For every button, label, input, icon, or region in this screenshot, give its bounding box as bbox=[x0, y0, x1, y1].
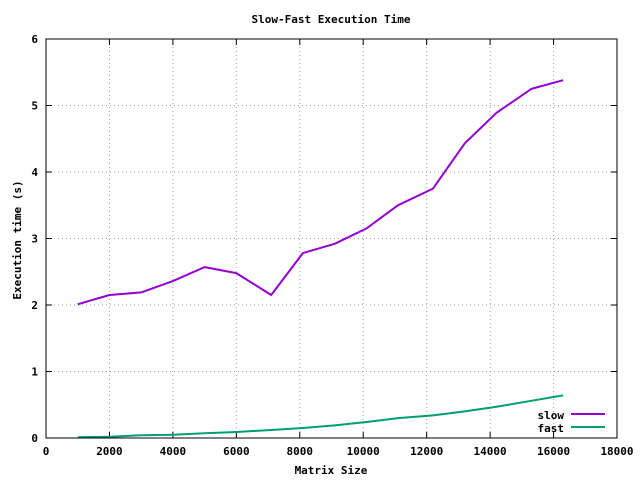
axis-ticks: 0 2000 4000 6000 8000 10000 12000 14000 16000 180… bbox=[31, 33, 633, 458]
y-tick-label: 3 bbox=[31, 233, 38, 246]
y-tick-label: 4 bbox=[31, 166, 38, 179]
x-tick-label: 6000 bbox=[223, 445, 250, 458]
legend-label-fast: fast bbox=[538, 422, 565, 435]
y-tick-label: 0 bbox=[31, 432, 38, 445]
legend: slow fast bbox=[538, 409, 605, 435]
plot-frame bbox=[45, 38, 618, 439]
x-axis-label: Matrix Size bbox=[295, 464, 368, 477]
x-tick-label: 16000 bbox=[537, 445, 570, 458]
x-tick-label: 0 bbox=[43, 445, 50, 458]
y-axis-label: Execution time (s) bbox=[11, 180, 24, 299]
series-line-slow bbox=[77, 79, 564, 306]
y-tick-label: 6 bbox=[31, 33, 38, 46]
x-tick-label: 10000 bbox=[347, 445, 380, 458]
y-tick-label: 5 bbox=[31, 100, 38, 113]
series-line-fast bbox=[77, 394, 564, 439]
y-tick-label: 2 bbox=[31, 299, 38, 312]
x-tick-label: 14000 bbox=[474, 445, 507, 458]
plot-area bbox=[77, 79, 564, 439]
x-tick-label: 18000 bbox=[600, 445, 633, 458]
legend-label-slow: slow bbox=[538, 409, 565, 422]
x-tick-label: 4000 bbox=[160, 445, 187, 458]
chart-title: Slow-Fast Execution Time bbox=[252, 13, 411, 26]
x-tick-label: 8000 bbox=[287, 445, 314, 458]
y-tick-label: 1 bbox=[31, 366, 38, 379]
x-tick-label: 2000 bbox=[96, 445, 123, 458]
x-tick-label: 12000 bbox=[410, 445, 443, 458]
grid bbox=[46, 39, 617, 438]
